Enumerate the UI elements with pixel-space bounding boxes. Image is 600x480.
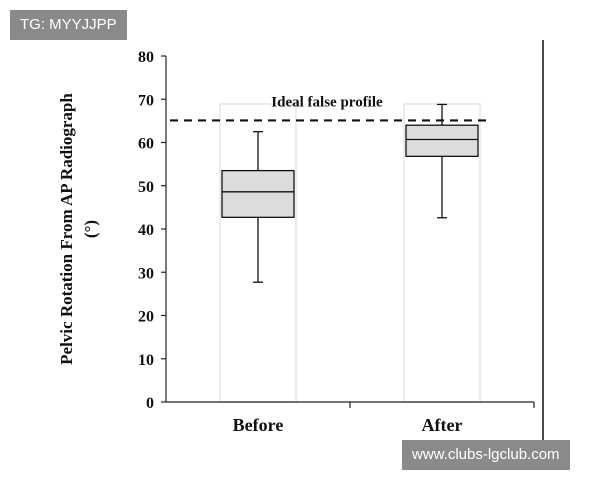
boxes: [221, 103, 479, 283]
y-tick-label-40: 40: [138, 222, 154, 239]
y-tick-label-50: 50: [138, 179, 154, 196]
reference-line-label: Ideal false profile: [271, 94, 383, 110]
x-ticks: Before After: [233, 402, 535, 435]
box-before: [221, 169, 295, 218]
x-category-label-before: Before: [233, 415, 284, 435]
watermark-bottom: www.clubs-lgclub.com: [402, 440, 570, 470]
y-tick-label-20: 20: [138, 309, 154, 326]
y-axis-label-line-1: Pelvic Rotation From AP Radiograph: [57, 93, 76, 365]
reference-line-group: Ideal false profile: [170, 94, 486, 122]
box-after: [405, 124, 479, 157]
y-tick-label-0: 0: [146, 395, 154, 412]
y-tick-label-30: 30: [138, 265, 154, 282]
y-tick-label-60: 60: [138, 136, 154, 153]
y-ticks: 0 10 20 30 40 50 60 70 80: [138, 49, 166, 412]
y-tick-label-80: 80: [138, 49, 154, 66]
watermark-top: TG: MYYJJPP: [10, 10, 127, 40]
x-category-label-after: After: [422, 415, 463, 435]
y-tick-label-70: 70: [138, 92, 154, 109]
y-axis-label: Pelvic Rotation From AP Radiograph (°): [57, 93, 100, 365]
y-tick-label-10: 10: [138, 352, 154, 369]
y-axis-label-line-2: (°): [81, 220, 100, 238]
